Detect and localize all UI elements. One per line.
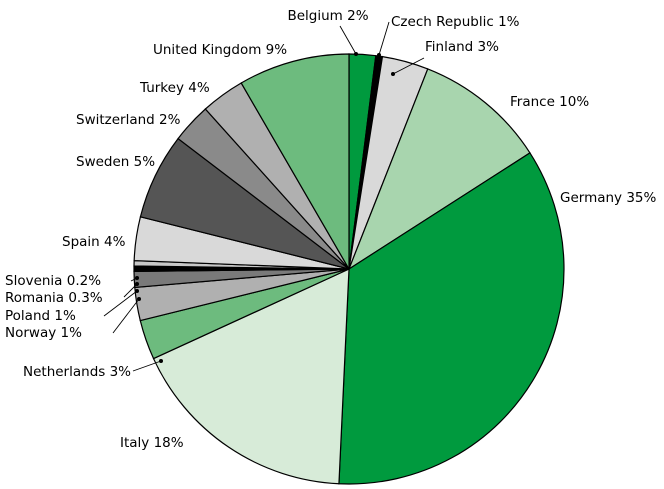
slice-label-finland: Finland 3% [425, 39, 499, 55]
leader-line-czech-republic [378, 21, 390, 56]
leader-dot-czech-republic [377, 53, 381, 57]
leader-line-norway [112, 298, 140, 334]
leader-dot-belgium [354, 52, 358, 56]
slice-label-poland: Poland 1% [5, 308, 76, 324]
pie-slice-italy [152, 268, 350, 485]
leader-dot-poland [135, 289, 139, 293]
pie-slice-france [347, 68, 531, 271]
slice-labels: Belgium 2% Czech Republic 1% Finland 3% Fra… [5, 8, 657, 451]
leader-line-netherlands [132, 360, 162, 372]
leader-dot-slovenia [135, 276, 139, 280]
leader-line-belgium [339, 25, 357, 55]
slice-label-belgium: Belgium 2% [287, 8, 368, 24]
leader-line-poland [103, 290, 138, 317]
slice-label-spain: Spain 4% [62, 234, 126, 250]
pie-slices [133, 53, 565, 485]
pie-slice-united-kingdom [240, 53, 350, 272]
slice-label-germany: Germany 35% [560, 190, 657, 206]
pie-slice-germany [338, 152, 565, 485]
label-leaders [103, 21, 425, 372]
slice-label-france: France 10% [510, 94, 589, 110]
slice-label-turkey: Turkey 4% [139, 80, 210, 96]
slice-label-netherlands: Netherlands 3% [23, 364, 131, 380]
slice-label-slovenia: Slovenia 0.2% [5, 273, 101, 289]
leader-dot-finland [391, 72, 395, 76]
slice-label-switzerland: Switzerland 2% [76, 112, 181, 128]
slice-label-norway: Norway 1% [5, 325, 82, 341]
slice-label-united-kingdom: United Kingdom 9% [153, 42, 287, 58]
slice-label-romania: Romania 0.3% [5, 290, 103, 306]
leader-dot-norway [137, 297, 141, 301]
leader-line-finland [392, 57, 425, 75]
leader-line-romania [123, 283, 138, 298]
slice-label-sweden: Sweden 5% [76, 154, 155, 170]
leader-dot-romania [135, 282, 139, 286]
leader-dot-netherlands [159, 359, 163, 363]
slice-label-italy: Italy 18% [120, 435, 184, 451]
slice-label-czech-republic: Czech Republic 1% [391, 14, 520, 30]
